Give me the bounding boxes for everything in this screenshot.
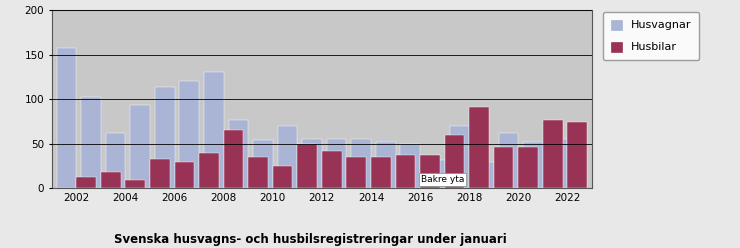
Bar [101, 172, 121, 188]
Bar [518, 147, 538, 188]
Text: Bakre yta: Bakre yta [420, 175, 464, 184]
Bar [425, 160, 445, 188]
Bar [523, 142, 543, 188]
Bar [376, 142, 396, 188]
Bar [76, 177, 96, 188]
Bar [57, 48, 76, 188]
Legend: Husvagnar, Husbilar: Husvagnar, Husbilar [603, 12, 699, 60]
Bar [278, 126, 297, 188]
Bar [150, 159, 169, 188]
Bar [371, 157, 391, 188]
Bar [273, 166, 292, 188]
Bar [543, 120, 562, 188]
Bar [346, 157, 366, 188]
Bar [420, 155, 440, 188]
Bar [130, 105, 150, 188]
Bar [548, 139, 568, 188]
Bar [229, 120, 248, 188]
Bar [469, 107, 489, 188]
Text: Svenska husvagns- och husbilsregistreringar under januari: Svenska husvagns- och husbilsregistrerin… [115, 233, 507, 246]
Bar [400, 144, 420, 188]
Bar [223, 130, 243, 188]
Bar [106, 133, 126, 188]
Bar [352, 139, 371, 188]
Bar [396, 155, 415, 188]
Bar [297, 144, 317, 188]
Bar [445, 135, 464, 188]
Bar [568, 122, 587, 188]
Bar [253, 140, 273, 188]
Bar [81, 96, 101, 188]
Bar [327, 139, 346, 188]
Bar [494, 147, 514, 188]
Bar [199, 153, 219, 188]
Bar [180, 81, 199, 188]
Bar [322, 151, 342, 188]
Bar [204, 71, 223, 188]
Bar [474, 162, 494, 188]
Bar [175, 162, 194, 188]
Bar [248, 157, 268, 188]
Bar [450, 126, 469, 188]
Bar [499, 133, 518, 188]
Bar [302, 139, 322, 188]
Bar [126, 181, 145, 188]
Bar [155, 87, 175, 188]
